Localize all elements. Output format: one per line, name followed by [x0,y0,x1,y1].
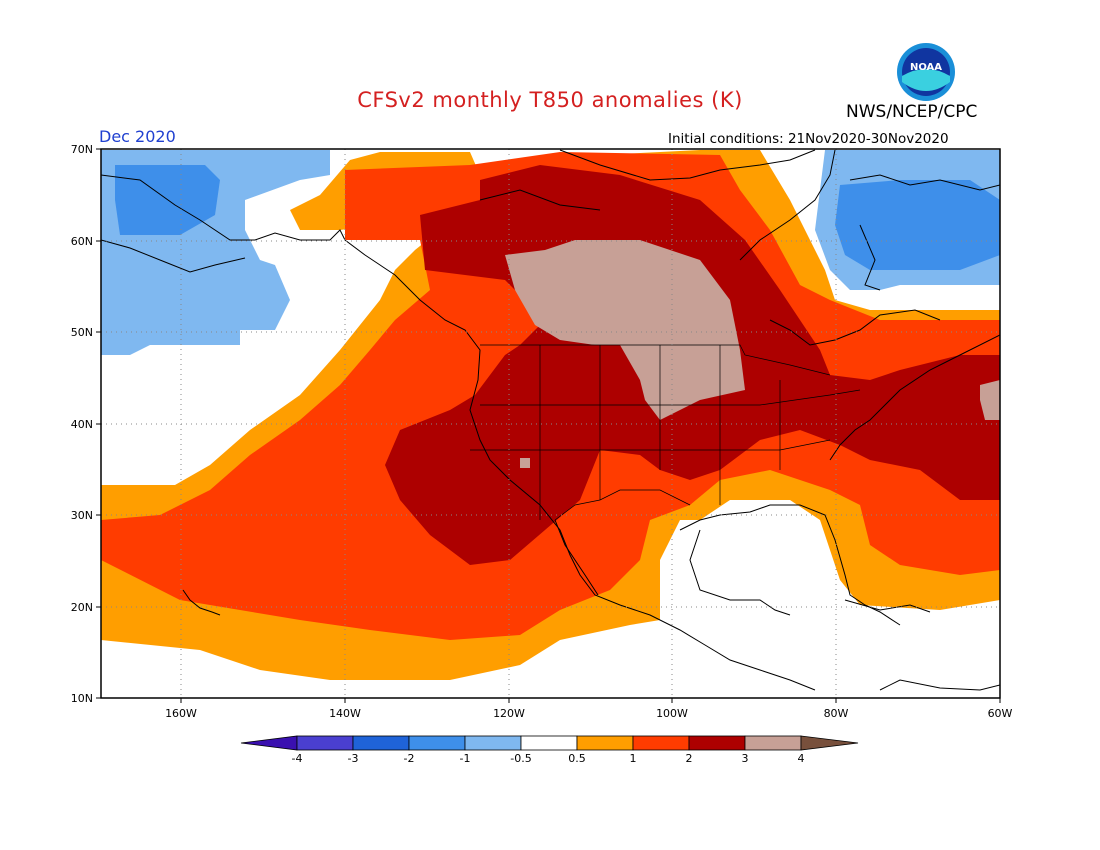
chart-title: CFSv2 monthly T850 anomalies (K) [357,88,743,112]
lon-label: 100W [656,707,688,720]
noaa-logo: NOAA [896,42,956,102]
agency-label: NWS/NCEP/CPC [846,102,978,122]
political-borders [470,344,861,521]
colorbar [240,735,859,751]
lat-label: 10N [71,692,93,705]
cool-anomaly-canada-east-core [835,180,1000,270]
colorbar-label: 0.5 [568,752,586,765]
lon-label: 120W [493,707,525,720]
colorbar-label: -0.5 [510,752,531,765]
lat-label: 20N [71,601,93,614]
coastlines [101,149,1000,691]
warm-anomaly-3 [505,240,745,420]
map-field [101,149,1000,698]
lat-label: 60N [71,235,93,248]
colorbar-swatch [520,735,578,751]
axis-ticks [96,148,1001,703]
colorbar-label: -1 [460,752,471,765]
colorbar-swatch [688,735,746,751]
colorbar-swatch [632,735,690,751]
colorbar-arrow-high [800,735,859,751]
colorbar-swatch [744,735,802,751]
colorbar-arrow-low [240,735,298,751]
logo-text: NOAA [910,62,942,73]
longitude-labels: 160W 140W 120W 100W 80W 60W [165,707,1012,720]
lat-label: 70N [71,143,93,156]
colorbar-swatch [408,735,466,751]
lon-label: 140W [329,707,361,720]
colorbar-swatch [576,735,634,751]
colorbar-label: -4 [292,752,303,765]
lat-label: 30N [71,509,93,522]
forecast-month: Dec 2020 [99,127,176,146]
colorbar-swatch [296,735,354,751]
colorbar-label: 3 [742,752,749,765]
colorbar-swatch [464,735,522,751]
initial-conditions: Initial conditions: 21Nov2020-30Nov2020 [668,131,949,147]
colorbar-label: 1 [630,752,637,765]
colorbar-label: 2 [686,752,693,765]
colorbar-label: -2 [404,752,415,765]
lon-label: 160W [165,707,197,720]
warm-anomaly-3-east [980,380,1000,420]
colorbar-label: -3 [348,752,359,765]
lat-label: 40N [71,418,93,431]
colorbar-label: 4 [798,752,805,765]
lon-label: 80W [824,707,849,720]
colorbar-swatch [352,735,410,751]
colorbar-labels: -4 -3 -2 -1 -0.5 0.5 1 2 3 4 [292,752,805,765]
latitude-labels: 70N 60N 50N 40N 30N 20N 10N [71,143,93,705]
lat-label: 50N [71,326,93,339]
warm-anomaly-3-patch [520,458,530,468]
lon-label: 60W [988,707,1013,720]
